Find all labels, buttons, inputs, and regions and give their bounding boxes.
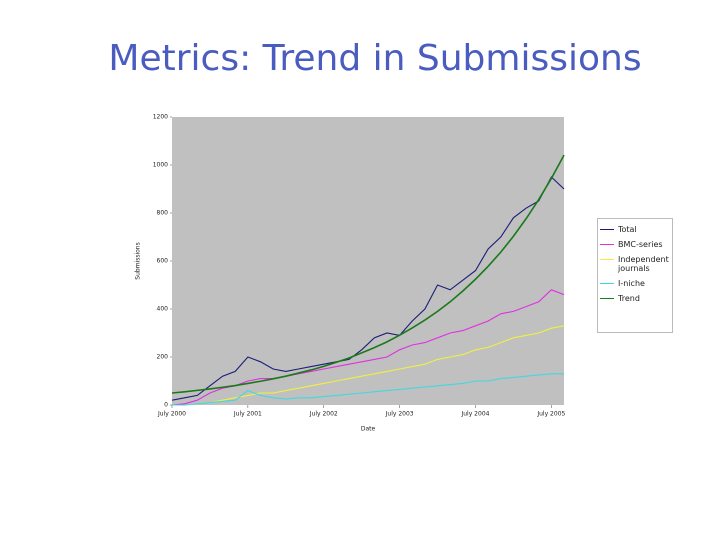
y-tick-label: 600: [157, 258, 169, 265]
plot-area: [172, 117, 564, 405]
legend-item: BMC-series: [600, 240, 672, 249]
legend-label: I-niche: [618, 279, 645, 288]
legend-swatch: [600, 244, 614, 245]
series-line: [172, 325, 565, 406]
x-axis-label: Date: [361, 426, 376, 433]
legend-label: BMC-series: [618, 240, 663, 249]
legend-swatch: [600, 259, 614, 260]
x-tick-label: July 2004: [460, 411, 489, 418]
x-tick-label: July 2001: [233, 411, 262, 418]
legend: Total BMC-series Independent journals I-nic…: [597, 218, 673, 333]
legend-item: I-niche: [600, 279, 672, 288]
legend-swatch: [600, 229, 614, 230]
y-tick-label: 1200: [153, 114, 168, 121]
legend-item: Total: [600, 225, 672, 234]
legend-item: Independent journals: [600, 255, 672, 273]
x-tick-label: July 2002: [309, 411, 338, 418]
legend-swatch: [600, 298, 614, 299]
y-axis-label: Submissions: [135, 242, 142, 279]
y-tick-label: 200: [157, 354, 169, 361]
y-tick-label: 800: [157, 210, 169, 217]
y-tick-label: 0: [164, 402, 168, 409]
series-line: [172, 373, 564, 406]
y-tick-label: 1000: [153, 162, 168, 169]
slide-title: Metrics: Trend in Submissions: [108, 38, 642, 79]
x-tick-label: July 2003: [385, 411, 414, 418]
y-tick-label: 400: [157, 306, 169, 313]
x-tick-label: July 2000: [157, 411, 186, 418]
legend-swatch: [600, 283, 614, 284]
series-line: [171, 154, 565, 394]
series-line: [171, 176, 565, 401]
legend-item: Trend: [600, 294, 672, 303]
legend-label: Trend: [618, 294, 640, 303]
x-tick-label: July 2005: [536, 411, 565, 418]
legend-label: Independent journals: [618, 255, 669, 273]
legend-label: Total: [618, 225, 637, 234]
